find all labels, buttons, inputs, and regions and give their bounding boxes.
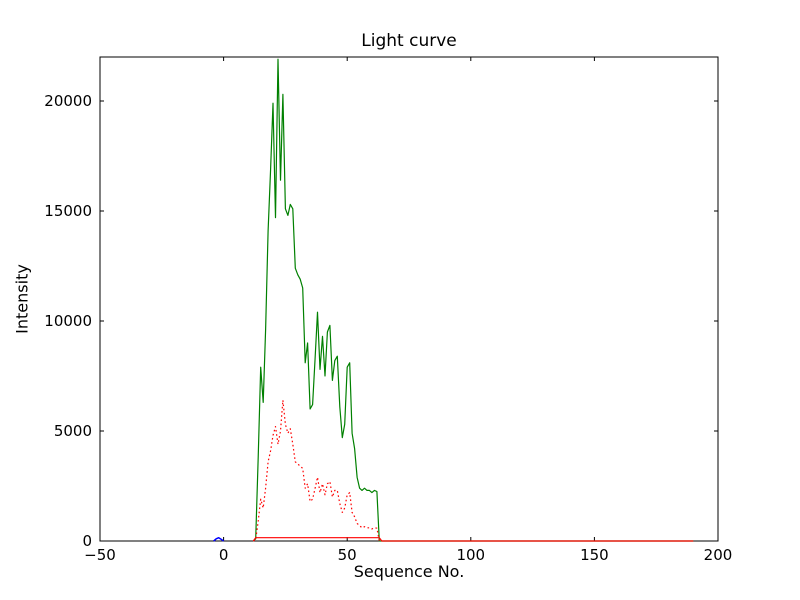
- x-tick-label: 150: [580, 546, 609, 564]
- start-marker-blue-line: [213, 536, 225, 542]
- intensity-main-green-line: [252, 58, 694, 542]
- axes-frame: [99, 56, 719, 542]
- background-level-red-solid-line: [252, 537, 694, 542]
- x-tick-label: 200: [704, 546, 733, 564]
- y-tick-label: 0: [82, 532, 92, 550]
- y-tick-label: 5000: [54, 422, 92, 440]
- chart-title: Light curve: [361, 31, 457, 51]
- intensity-secondary-red-dotted-line: [253, 399, 380, 542]
- y-axis-label: Intensity: [12, 264, 32, 334]
- y-tick-label: 15000: [44, 202, 92, 220]
- x-tick-label: 100: [456, 546, 485, 564]
- y-tick-label: 10000: [44, 312, 92, 330]
- y-tick-label: 20000: [44, 92, 92, 110]
- x-tick-label: −50: [84, 546, 116, 564]
- x-tick-label: 50: [338, 546, 357, 564]
- x-tick-label: 0: [219, 546, 229, 564]
- x-axis-label: Sequence No.: [353, 562, 465, 581]
